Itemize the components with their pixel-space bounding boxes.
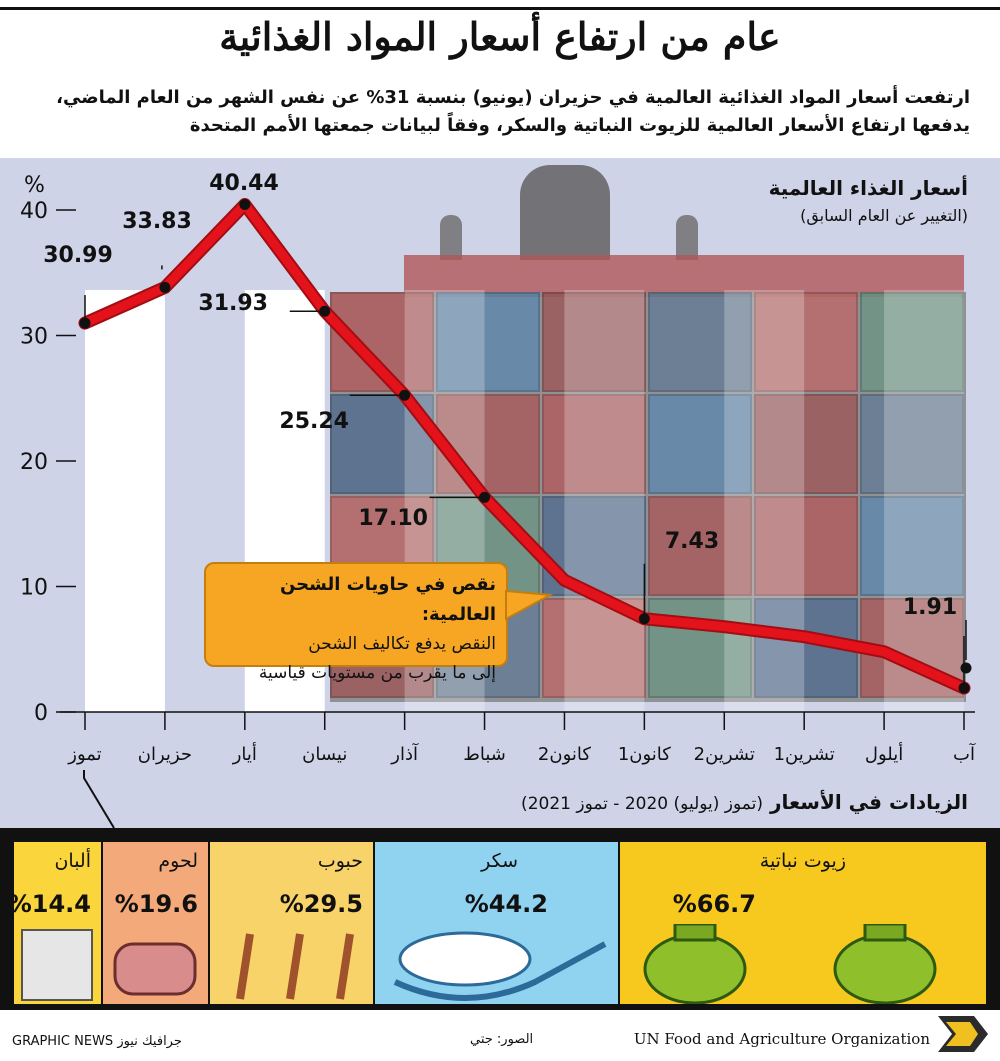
y-tick-label: 10 (20, 576, 48, 601)
data-label: 33.83 (122, 209, 192, 234)
shipping-container (860, 496, 964, 596)
shipping-container (754, 496, 858, 596)
footer: GRAPHIC NEWS جرافيك نيوز الصور: جتي UN F… (0, 1008, 1000, 1061)
increase-card: حبوب %29.5 (210, 842, 373, 1004)
column-stripe (564, 290, 645, 712)
shipping-container (436, 292, 540, 392)
data-label: 7.43 (665, 529, 719, 554)
subtitle-line-2: يدفعها ارتفاع الأسعار العالمية للزيوت ال… (189, 115, 970, 136)
sugar-spoon-icon (393, 931, 607, 1001)
increase-name: سكر (481, 850, 518, 872)
ship-mast-left (440, 215, 462, 260)
milk-can-icon (21, 929, 93, 1001)
increase-card: ألبان %14.4 (8, 842, 101, 1004)
pointer-line (83, 770, 115, 829)
footer-photos: الصور: جتي (470, 1032, 534, 1047)
y-tick-label: 40 (20, 199, 48, 224)
ship-funnel (520, 165, 610, 260)
increases-period: (تموز (يوليو) 2020 - تموز 2021) (521, 794, 763, 814)
column-stripe (884, 290, 964, 712)
y-tick-label: 20 (20, 450, 48, 475)
shipping-container (542, 292, 646, 392)
ship-mast-right (676, 215, 698, 260)
y-tick-label: 30 (20, 325, 48, 350)
callout-line-2: إلى ما يقرب من مستويات قياسية (258, 663, 496, 683)
ship-hull (404, 255, 964, 297)
x-tick-label: شباط (463, 744, 506, 765)
increase-value: %14.4 (7, 890, 91, 918)
y-axis-label: % (24, 173, 45, 198)
x-tick-label: أيار (232, 742, 257, 765)
increase-name: لحوم (158, 850, 198, 872)
column-stripe (85, 290, 165, 712)
chart-subtitle: (التغيير عن العام السابق) (800, 206, 968, 225)
x-tick-label: حزيران (138, 744, 192, 765)
data-label: 17.10 (358, 506, 428, 531)
shipping-container (648, 496, 752, 596)
x-tick-label: آب (953, 742, 976, 765)
increase-card: سكر %44.2 (375, 842, 618, 1004)
shipping-container (542, 598, 646, 698)
brand-logo (938, 1016, 988, 1052)
increase-value: %44.2 (464, 890, 548, 918)
x-tick-label: تموز (67, 744, 101, 765)
meat-icon (113, 942, 197, 996)
data-point (960, 662, 972, 674)
x-tick-label: نيسان (302, 744, 347, 765)
data-label: 31.93 (198, 291, 268, 316)
x-tick-label: أيلول (865, 742, 903, 765)
x-tick-label: آذار (390, 742, 419, 765)
shipping-container (648, 292, 752, 392)
increase-name: ألبان (54, 850, 91, 872)
page-subtitle: ارتفعت أسعار المواد الغذائية العالمية في… (30, 84, 970, 140)
shipping-container (754, 292, 858, 392)
increase-value: %29.5 (279, 890, 363, 918)
data-point (159, 281, 171, 293)
oil-jar-icon (643, 924, 937, 1004)
x-tick-label: كانون1 (618, 744, 671, 765)
chart-title: أسعار الغذاء العالمية (768, 176, 968, 200)
shipping-container (542, 394, 646, 494)
page-title: عام من ارتفاع أسعار المواد الغذائية (219, 14, 781, 59)
data-label: 40.44 (209, 171, 279, 196)
wheat-icon (236, 933, 354, 1000)
y-tick-label: 0 (34, 701, 48, 726)
x-tick-label: كانون2 (538, 744, 591, 765)
footer-publisher: GRAPHIC NEWS جرافيك نيوز (12, 1034, 182, 1049)
callout-pointer (505, 589, 554, 621)
data-point (239, 198, 251, 210)
increase-card: لحوم %19.6 (103, 842, 208, 1004)
data-label: 30.99 (43, 243, 113, 268)
increases-heading: الزيادات في الأسعار (769, 790, 968, 814)
data-label: 1.91 (903, 595, 957, 620)
increase-name: حبوب (317, 850, 363, 872)
shipping-callout: نقص في حاويات الشحن العالمية: النقص يدفع… (204, 562, 508, 683)
shipping-container (860, 292, 964, 392)
increase-value: %19.6 (114, 890, 198, 918)
shipping-container (648, 394, 752, 494)
callout-line-1: النقص يدفع تكاليف الشحن (308, 634, 496, 654)
callout-title: نقص في حاويات الشحن العالمية: (279, 574, 496, 625)
x-tick-label: تشرين2 (694, 744, 755, 765)
increase-name: زيوت نباتية (759, 850, 846, 872)
increases-title: الزيادات في الأسعار (تموز (يوليو) 2020 -… (521, 790, 968, 814)
series-line (80, 199, 969, 693)
footer-source: UN Food and Agriculture Organization (633, 1030, 930, 1048)
column-stripe (724, 290, 805, 712)
data-label: 25.24 (279, 409, 349, 434)
top-rule (0, 0, 1000, 10)
subtitle-line-1: ارتفعت أسعار المواد الغذائية العالمية في… (56, 87, 970, 108)
x-tick-label: تشرين1 (774, 744, 835, 765)
shipping-container (860, 394, 964, 494)
line-chart: 0 10 20 30 40% تموز حزيران أيار نيسان آذار شباط كان… (20, 171, 976, 765)
shipping-container (754, 394, 858, 494)
increase-value: %66.7 (672, 890, 756, 918)
increase-card: زيوت نباتية %66.7 (620, 842, 986, 1004)
